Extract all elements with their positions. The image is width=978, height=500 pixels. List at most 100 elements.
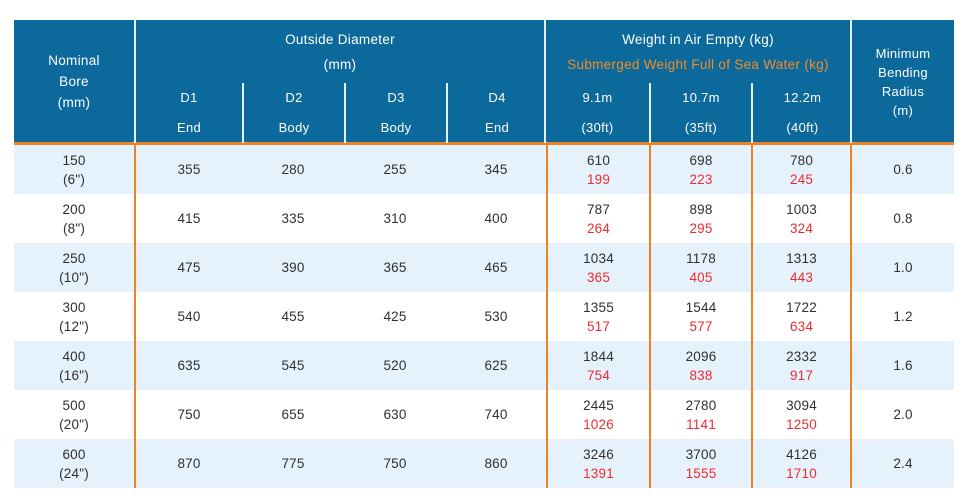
cell-nominal-bore: 600 (24") [14, 439, 136, 488]
table-row: 500 (20") 750 655 630 740 2445 1026 2780 1141 3094… [14, 390, 954, 439]
cell-weight-30ft-value: 2445 [583, 397, 614, 413]
cell-d1-end-value: 355 [177, 162, 201, 177]
header-nominal-bore-line: Bore [59, 74, 89, 89]
cell-weight-40ft-value: 1313 [786, 250, 817, 266]
header-outside-diameter-title: Outside Diameter (mm) [136, 20, 544, 83]
length-30ft-m: 9.1m [582, 90, 613, 105]
cell-weight-30ft-value: 1026 [583, 416, 614, 432]
header-bending-radius-line: Bending [878, 64, 928, 80]
cell-weight-40ft-value: 917 [789, 367, 814, 383]
cell-d4-end-value: 465 [484, 260, 508, 275]
cell-weight-35ft-value: 838 [689, 367, 713, 383]
table-row: 200 (8") 415 335 310 400 787 264 898 295 1003 324 0.… [14, 194, 954, 243]
cell-weight-30ft-value: 517 [586, 318, 611, 334]
cell-bending-radius-value: 2.4 [893, 456, 913, 471]
cell-weight-40ft-value: 3094 [786, 397, 817, 413]
cell-weight-35ft-value: 1141 [686, 416, 716, 432]
cell-d2-body-value: 775 [281, 456, 305, 471]
length-35ft-m: 10.7m [682, 90, 720, 105]
cell-weight-30ft-value: 365 [586, 269, 611, 285]
cell-nominal-bore-value: (10") [59, 269, 89, 285]
header-nominal-bore: Nominal Bore (mm) [14, 20, 136, 143]
cell-d2-body: 655 [242, 390, 344, 439]
header-bending-radius: Minimum Bending Radius (m) [852, 20, 954, 143]
length-30ft-ft: (30ft) [581, 120, 614, 135]
cell-nominal-bore-value: (20") [59, 416, 89, 432]
cell-weight-40ft-value: 4126 [786, 446, 817, 462]
cell-bending-radius-value: 0.6 [893, 162, 913, 177]
cell-d2-body: 280 [242, 145, 344, 194]
cell-weight-30ft-value: 787 [586, 201, 611, 217]
cell-weight-30ft-value: 610 [586, 152, 611, 168]
cell-weight-40ft-value: 1710 [786, 465, 817, 481]
d4-code: D4 [488, 90, 506, 105]
cell-weight-40ft-value: 1250 [786, 416, 817, 432]
header-col-35ft: 10.7m (35ft) [649, 83, 751, 143]
cell-bending-radius: 0.8 [852, 194, 954, 243]
cell-weight-30ft-value: 3246 [583, 446, 614, 462]
cell-d3-body: 520 [344, 341, 446, 390]
cell-weight-40ft-value: 245 [789, 171, 814, 187]
cell-bending-radius: 2.0 [852, 390, 954, 439]
cell-d2-body: 545 [242, 341, 344, 390]
cell-weight-30ft-value: 199 [586, 171, 611, 187]
cell-nominal-bore: 500 (20") [14, 390, 136, 439]
header-col-30ft: 9.1m (30ft) [546, 83, 649, 143]
cell-d2-body: 335 [242, 194, 344, 243]
cell-weight-30ft: 1034 365 [546, 243, 649, 292]
cell-d3-body-value: 310 [383, 211, 407, 226]
cell-d1-end: 355 [136, 145, 242, 194]
cell-d4-end-value: 400 [484, 211, 508, 226]
cell-nominal-bore: 200 (8") [14, 194, 136, 243]
cell-weight-35ft-value: 295 [689, 220, 713, 236]
cell-nominal-bore-value: 500 [62, 397, 86, 413]
cell-weight-30ft: 787 264 [546, 194, 649, 243]
table-row: 150 (6") 355 280 255 345 610 199 698 223 780 245 0.6 [14, 145, 954, 194]
cell-d4-end: 860 [446, 439, 546, 488]
table-header: Nominal Bore (mm) Outside Diameter (mm) … [14, 20, 954, 145]
cell-weight-40ft-value: 634 [789, 318, 814, 334]
cell-d3-body-value: 520 [383, 358, 407, 373]
cell-nominal-bore: 250 (10") [14, 243, 136, 292]
header-col-d4: D4 End [446, 83, 546, 143]
weight-submerged-title: Submerged Weight Full of Sea Water (kg) [567, 56, 829, 72]
table-row: 250 (10") 475 390 365 465 1034 365 1178 405 1313 44… [14, 243, 954, 292]
cell-nominal-bore-value: 300 [62, 299, 86, 315]
cell-d3-body: 310 [344, 194, 446, 243]
header-col-d3: D3 Body [344, 83, 446, 143]
cell-d3-body: 365 [344, 243, 446, 292]
cell-weight-40ft: 1722 634 [751, 292, 852, 341]
cell-weight-35ft: 898 295 [649, 194, 751, 243]
cell-weight-40ft: 1003 324 [751, 194, 852, 243]
header-group-outside-diameter: Outside Diameter (mm) D1 End D2 Body D3 … [136, 20, 546, 143]
cell-d3-body: 750 [344, 439, 446, 488]
cell-d3-body: 255 [344, 145, 446, 194]
header-od-subcolumns: D1 End D2 Body D3 Body D4 End [136, 83, 544, 143]
cell-weight-35ft-value: 2096 [685, 348, 717, 364]
cell-weight-30ft: 2445 1026 [546, 390, 649, 439]
cell-d4-end-value: 625 [484, 358, 508, 373]
header-weight-titles: Weight in Air Empty (kg) Submerged Weigh… [546, 20, 850, 83]
cell-bending-radius-value: 1.0 [893, 260, 913, 275]
cell-weight-40ft-value: 2332 [786, 348, 817, 364]
cell-weight-35ft-value: 577 [689, 318, 713, 334]
cell-weight-30ft-value: 1844 [583, 348, 614, 364]
cell-nominal-bore-value: (12") [59, 318, 89, 334]
cell-weight-35ft-value: 3700 [685, 446, 717, 462]
cell-weight-35ft-value: 1178 [686, 250, 716, 266]
header-group-weight: Weight in Air Empty (kg) Submerged Weigh… [546, 20, 852, 143]
cell-bending-radius-value: 1.2 [893, 309, 913, 324]
cell-d4-end-value: 345 [484, 162, 508, 177]
cell-d2-body: 390 [242, 243, 344, 292]
header-nominal-bore-line: Nominal [48, 53, 100, 68]
cell-weight-40ft-value: 1722 [786, 299, 817, 315]
cell-d1-end: 635 [136, 341, 242, 390]
cell-d4-end: 625 [446, 341, 546, 390]
cell-d2-body-value: 390 [281, 260, 305, 275]
cell-weight-30ft-value: 1355 [583, 299, 614, 315]
weight-air-title: Weight in Air Empty (kg) [622, 31, 774, 47]
cell-weight-30ft: 1844 754 [546, 341, 649, 390]
cell-weight-35ft: 2096 838 [649, 341, 751, 390]
cell-d4-end-value: 740 [484, 407, 508, 422]
cell-weight-35ft: 698 223 [649, 145, 751, 194]
